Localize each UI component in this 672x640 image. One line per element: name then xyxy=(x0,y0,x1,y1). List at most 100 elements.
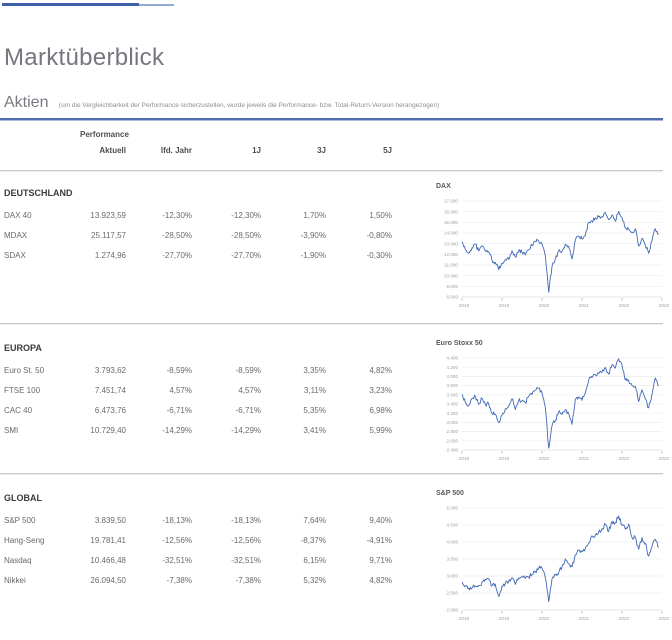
column-header: 5J xyxy=(383,146,392,155)
value-cell: 4,82% xyxy=(369,366,392,375)
chart-title: DAX xyxy=(436,183,451,190)
svg-text:4.200: 4.200 xyxy=(447,365,459,370)
svg-text:3.800: 3.800 xyxy=(447,383,459,388)
value-cell: 25.117,57 xyxy=(91,231,126,240)
svg-text:2019: 2019 xyxy=(499,616,510,621)
value-cell: 9,71% xyxy=(369,556,392,565)
value-cell: 5,99% xyxy=(369,426,392,435)
value-cell: -18,13% xyxy=(162,516,192,525)
index-label: SDAX xyxy=(4,251,26,260)
svg-text:4.500: 4.500 xyxy=(447,523,459,528)
section-divider-global xyxy=(0,473,663,474)
table-row: Euro St. 50 3.793,62 -8,59% -8,59% 3,35% 4,82… xyxy=(4,361,394,381)
line-chart-svg: 8.000 9.000 10.000 11.000 12.000 13.000 14.000… xyxy=(444,199,670,308)
value-cell: 19.781,41 xyxy=(90,536,126,545)
index-label: Nikkei xyxy=(4,576,26,585)
svg-text:2018: 2018 xyxy=(459,616,470,621)
value-cell: -6,71% xyxy=(235,406,261,415)
value-cell: 4,57% xyxy=(169,386,192,395)
value-cell: -27,70% xyxy=(162,251,192,260)
value-cell: 6.473,76 xyxy=(94,406,126,415)
section-deutschland: DEUTSCHLAND DAX 40 13.923,59 -12,30% -12,30%… xyxy=(4,186,394,266)
value-cell: 3,23% xyxy=(369,386,392,395)
svg-text:2019: 2019 xyxy=(499,456,510,461)
table-row: Hang-Seng 19.781,41 -12,56% -12,56% -8,37% -4… xyxy=(4,531,394,551)
section-europa: EUROPA Euro St. 50 3.793,62 -8,59% -8,59% 3,3… xyxy=(4,341,394,441)
svg-text:2023: 2023 xyxy=(659,303,670,308)
value-cell: -12,56% xyxy=(162,536,192,545)
value-cell: 6,98% xyxy=(369,406,392,415)
table-row: FTSE 100 7.451,74 4,57% 4,57% 3,11% 3,23% xyxy=(4,381,394,401)
svg-text:10.000: 10.000 xyxy=(444,273,458,278)
price-line xyxy=(461,211,659,293)
value-cell: -27,70% xyxy=(231,251,261,260)
value-cell: 3,35% xyxy=(303,366,326,375)
value-cell: 10.729,40 xyxy=(90,426,126,435)
column-header: 1J xyxy=(252,146,261,155)
column-header: 3J xyxy=(317,146,326,155)
svg-text:2023: 2023 xyxy=(659,456,670,461)
index-label: Hang-Seng xyxy=(4,536,45,545)
svg-text:8.000: 8.000 xyxy=(447,295,459,300)
table-row: Nasdaq 10.466,48 -32,51% -32,51% 6,15% 9,71% xyxy=(4,551,394,571)
table-row: MDAX 25.117,57 -28,50% -28,50% -3,90% -0,80% xyxy=(4,226,394,246)
svg-text:3.000: 3.000 xyxy=(447,420,459,425)
price-line xyxy=(461,515,659,602)
value-cell: 10.466,48 xyxy=(90,556,126,565)
svg-text:3.200: 3.200 xyxy=(447,411,459,416)
svg-text:3.400: 3.400 xyxy=(447,402,459,407)
line-chart-svg: 2.000 2.500 3.000 3.500 4.000 4.500 5.000 2018 2… xyxy=(447,506,670,621)
svg-text:2.500: 2.500 xyxy=(447,591,459,596)
value-cell: -4,91% xyxy=(366,536,392,545)
svg-text:3.500: 3.500 xyxy=(447,557,459,562)
column-header-row: Aktuell lfd. Jahr 1J 3J 5J xyxy=(4,142,394,160)
svg-text:2023: 2023 xyxy=(659,616,670,621)
section-title: EUROPA xyxy=(4,343,42,353)
svg-text:2022: 2022 xyxy=(619,303,630,308)
value-cell: 3.793,62 xyxy=(94,366,126,375)
value-cell: -32,51% xyxy=(162,556,192,565)
accent-line-dark-segment xyxy=(2,3,139,6)
svg-text:16.000: 16.000 xyxy=(444,209,458,214)
svg-text:2020: 2020 xyxy=(539,303,550,308)
section-note: (um die Vergleichbarkeit der Performance… xyxy=(58,102,440,109)
index-label: DAX 40 xyxy=(4,211,32,220)
svg-text:4.000: 4.000 xyxy=(447,540,459,545)
value-cell: -18,13% xyxy=(231,516,261,525)
value-cell: -7,38% xyxy=(235,576,261,585)
value-cell: 7,64% xyxy=(303,516,326,525)
value-cell: -12,30% xyxy=(162,211,192,220)
section-title: DEUTSCHLAND xyxy=(4,188,73,198)
svg-text:13.000: 13.000 xyxy=(444,241,458,246)
value-cell: -12,30% xyxy=(231,211,261,220)
svg-text:2018: 2018 xyxy=(459,456,470,461)
chart-s-p-500: S&P 500 2.000 2.500 3.000 3.500 4.000 4.500 5.0… xyxy=(436,489,670,626)
column-header: lfd. Jahr xyxy=(160,146,192,155)
svg-text:17.000: 17.000 xyxy=(444,199,458,204)
performance-group-header: Performance xyxy=(80,130,129,139)
value-cell: -12,56% xyxy=(231,536,261,545)
section-divider-europa xyxy=(0,323,663,324)
table-row: Nikkei 26.094,50 -7,38% -7,38% 5,32% 4,82% xyxy=(4,571,394,591)
svg-text:3.000: 3.000 xyxy=(447,574,459,579)
chart-dax: DAX 8.000 9.000 10.000 11.000 12.000 13.000 14.… xyxy=(436,182,670,313)
index-label: MDAX xyxy=(4,231,28,240)
section-title-aktien: Aktien xyxy=(4,94,49,111)
table-row: S&P 500 3.839,50 -18,13% -18,13% 7,64% 9,40% xyxy=(4,511,394,531)
value-cell: -0,80% xyxy=(366,231,392,240)
table-row: CAC 40 6.473,76 -6,71% -6,71% 5,35% 6,98% xyxy=(4,401,394,421)
value-cell: 3,41% xyxy=(303,426,326,435)
value-cell: -3,90% xyxy=(300,231,326,240)
svg-text:2021: 2021 xyxy=(579,616,590,621)
value-cell: 3.839,50 xyxy=(94,516,126,525)
value-cell: 1.274,96 xyxy=(94,251,126,260)
value-cell: -6,71% xyxy=(166,406,192,415)
svg-text:3.600: 3.600 xyxy=(447,392,459,397)
value-cell: -14,29% xyxy=(231,426,261,435)
index-label: S&P 500 xyxy=(4,516,36,525)
index-label: CAC 40 xyxy=(4,406,33,415)
index-label: Euro St. 50 xyxy=(4,366,45,375)
svg-text:14.000: 14.000 xyxy=(444,231,458,236)
svg-text:11.000: 11.000 xyxy=(444,263,458,268)
